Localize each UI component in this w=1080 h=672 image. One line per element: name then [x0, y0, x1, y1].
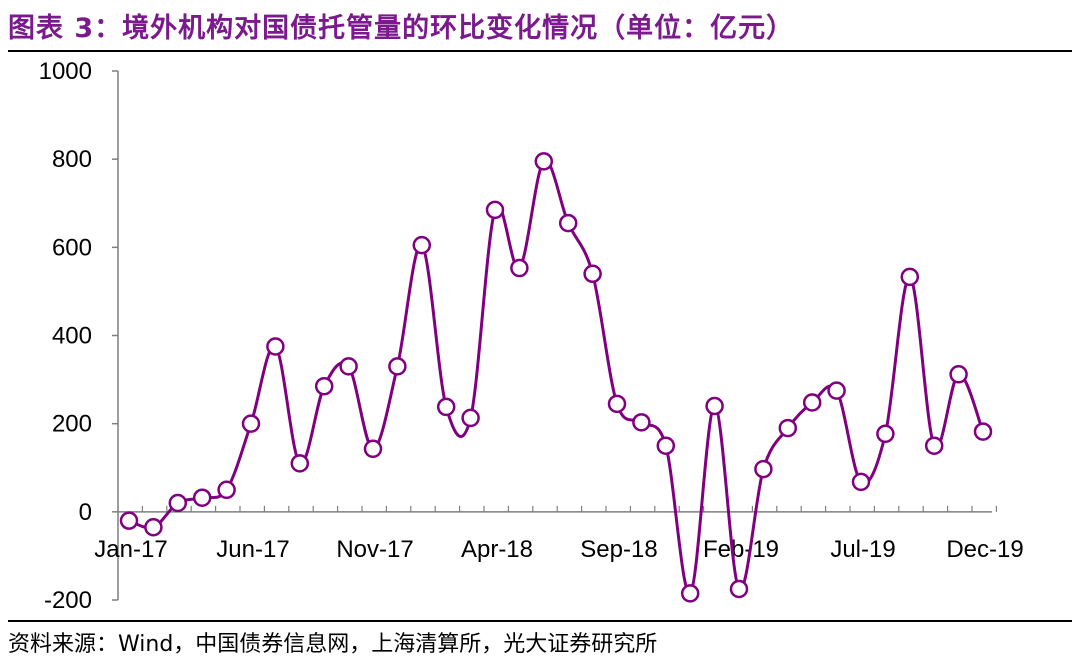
figure-title: 图表 3：境外机构对国债托管量的环比变化情况（单位：亿元）	[8, 13, 795, 44]
data-point	[680, 584, 700, 603]
data-point	[266, 337, 285, 356]
data-point	[558, 213, 578, 233]
series-markers	[119, 152, 993, 603]
data-point	[241, 414, 261, 433]
data-point	[144, 518, 163, 537]
data-point	[461, 408, 480, 428]
data-point	[168, 493, 188, 513]
data-point	[876, 424, 895, 444]
data-point	[534, 152, 554, 171]
data-point	[900, 267, 920, 287]
source-note: 资料来源：Wind，中国债券信息网，上海清算所，光大证券研究所	[8, 632, 658, 657]
x-tick-label: Jan-17	[94, 536, 167, 563]
series-line	[128, 159, 985, 595]
data-point	[607, 394, 627, 414]
x-tick-label: Jun-17	[216, 536, 289, 563]
data-point	[802, 393, 822, 412]
data-point	[192, 488, 212, 507]
y-tick-labels: -200 0 200 400 600 800 1000	[39, 58, 92, 614]
x-tick-label: Sep-18	[580, 536, 657, 563]
title-divider	[8, 50, 1072, 52]
data-point	[705, 396, 724, 416]
data-point	[217, 480, 236, 500]
data-point	[412, 235, 432, 255]
source-divider	[8, 620, 1072, 622]
x-tick-label: Nov-17	[336, 536, 413, 563]
data-point	[827, 381, 846, 400]
x-tick-label: Jul-19	[830, 536, 895, 563]
data-point	[729, 579, 749, 599]
data-point	[510, 258, 529, 278]
data-point	[973, 422, 993, 441]
chart-axes	[112, 70, 998, 601]
data-point	[290, 454, 310, 473]
y-tick-label: -200	[44, 587, 92, 614]
y-tick-label: 1000	[39, 58, 92, 85]
data-point	[436, 397, 456, 417]
data-point	[632, 413, 651, 432]
y-tick-label: 600	[52, 234, 92, 261]
data-point	[388, 357, 407, 376]
y-tick-label: 400	[52, 323, 92, 350]
y-tick-label: 0	[79, 499, 92, 526]
data-point	[656, 436, 676, 455]
data-point	[924, 436, 944, 455]
data-point	[363, 439, 383, 459]
data-point	[949, 365, 968, 384]
y-tick-label: 200	[52, 411, 92, 438]
y-tick-label: 800	[52, 146, 92, 173]
x-tick-labels: Jan-17 Jun-17 Nov-17 Apr-18 Sep-18 Feb-19 Jul-…	[94, 536, 1023, 563]
data-point	[314, 376, 334, 396]
x-tick-label: Feb-19	[703, 536, 779, 563]
line-chart: -200 0 200 400 600 800 1000 Jan-17 Jun-17 Nov-17…	[39, 58, 1024, 614]
x-tick-label: Apr-18	[461, 536, 533, 563]
data-point	[485, 200, 505, 220]
data-point	[583, 264, 602, 284]
data-point	[119, 511, 139, 530]
data-point	[851, 472, 871, 492]
data-point	[778, 418, 798, 438]
x-tick-label: Dec-19	[946, 536, 1023, 563]
data-point	[339, 357, 358, 376]
data-point	[754, 459, 773, 479]
